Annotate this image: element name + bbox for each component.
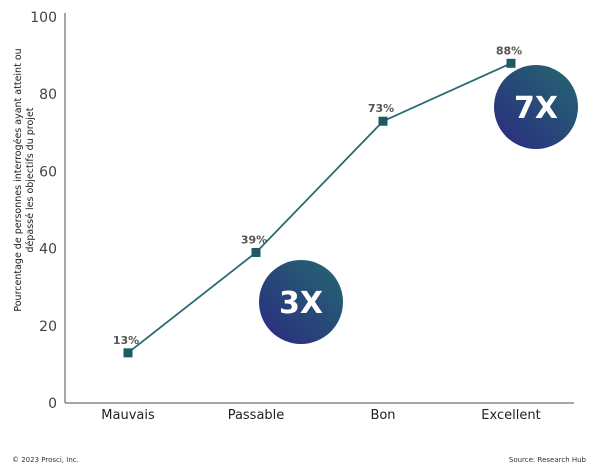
- multiplier-badge: 7X: [494, 65, 578, 149]
- svg-text:3X: 3X: [279, 286, 323, 321]
- axes: [64, 13, 574, 404]
- y-axis-title-line: Pourcentage de personnes interrogées aya…: [13, 48, 24, 311]
- y-tick-label: 20: [39, 319, 57, 335]
- data-label: 73%: [368, 102, 394, 115]
- y-tick-label: 100: [30, 10, 57, 26]
- series-line: [123, 58, 516, 358]
- x-category-labels: Mauvais Passable Bon Excellent: [101, 408, 540, 423]
- copyright-text: © 2023 Prosci, Inc.: [12, 456, 79, 464]
- data-point-marker: [251, 247, 261, 257]
- y-tick-label: 0: [48, 396, 57, 412]
- data-point-marker: [123, 348, 133, 358]
- y-axis-title-line: dépassé les objectifs du projet: [25, 107, 36, 252]
- x-category-label: Mauvais: [101, 408, 155, 423]
- y-tick-labels: 0 20 40 60 80 100: [30, 10, 57, 412]
- data-label: 13%: [113, 334, 139, 347]
- y-tick-label: 60: [39, 164, 57, 180]
- svg-text:7X: 7X: [514, 91, 558, 126]
- data-label: 39%: [241, 233, 267, 246]
- data-point-marker: [378, 116, 388, 126]
- data-label: 88%: [496, 44, 522, 57]
- x-category-label: Excellent: [481, 408, 540, 423]
- y-tick-label: 40: [39, 242, 57, 258]
- y-axis-title: Pourcentage de personnes interrogées aya…: [13, 48, 36, 311]
- series-polyline: [127, 62, 512, 354]
- x-category-label: Passable: [228, 408, 285, 423]
- multiplier-badges: 3X 7X: [259, 65, 578, 344]
- data-labels: 13% 39% 73% 88%: [113, 44, 522, 347]
- data-point-marker: [506, 58, 516, 68]
- x-category-label: Bon: [370, 408, 395, 423]
- source-text: Source: Research Hub: [508, 456, 586, 464]
- multiplier-badge: 3X: [259, 260, 343, 344]
- y-tick-label: 80: [39, 87, 57, 103]
